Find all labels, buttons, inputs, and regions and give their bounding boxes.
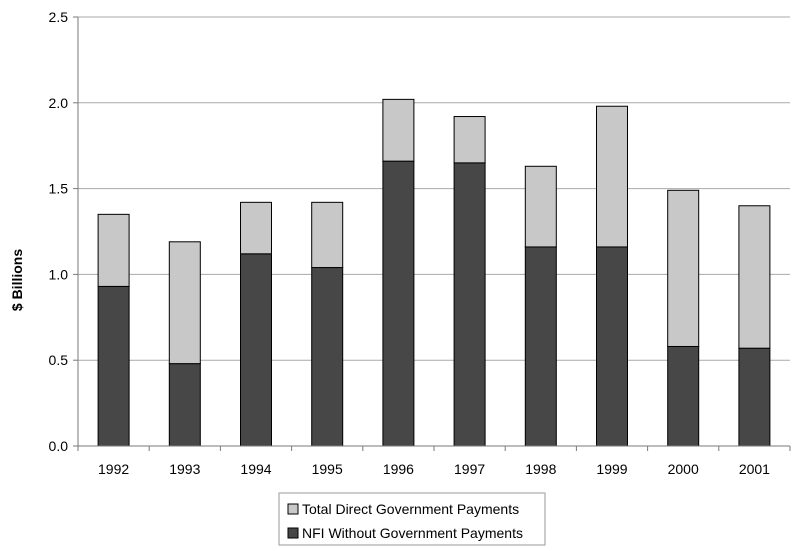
legend-box: [278, 492, 546, 546]
bar-segment: [524, 165, 557, 248]
bar-segment: [453, 116, 486, 164]
y-axis-label: $ Billions: [9, 249, 25, 311]
x-tick-label: 2000: [668, 461, 699, 477]
y-tick-label: 1.5: [49, 181, 69, 197]
legend: Total Direct Government Payments NFI With…: [278, 492, 546, 546]
legend-label: NFI Without Government Payments: [302, 525, 523, 541]
bar-segment: [524, 246, 557, 447]
axes: [73, 16, 791, 451]
legend-swatch: [287, 527, 299, 539]
bar-segment: [382, 98, 415, 162]
x-tick-label: 1999: [596, 461, 627, 477]
bar-segment: [97, 213, 130, 287]
bar-segment: [667, 345, 700, 447]
y-tick-label: 2.5: [49, 9, 69, 25]
bar-segment: [311, 201, 344, 269]
legend-label: Total Direct Government Payments: [302, 501, 519, 517]
x-tick-label: 1992: [98, 461, 129, 477]
legend-swatch: [287, 503, 299, 515]
bar-segment: [97, 285, 130, 447]
bar-segment: [738, 347, 771, 447]
tick-labels: 0.0 0.5 1.0 1.5 2.0 2.5 1992 1993 1994 1995 1996 19…: [49, 9, 771, 477]
y-tick-label: 1.0: [49, 266, 69, 282]
bar-segment: [738, 205, 771, 349]
bar-segment: [596, 105, 628, 248]
bar-segment: [382, 160, 415, 447]
x-tick-label: 1993: [169, 461, 200, 477]
bar-segment: [168, 241, 201, 365]
y-tick-label: 2.0: [49, 95, 69, 111]
y-tick-label: 0.5: [49, 352, 69, 368]
bar-segment: [311, 267, 344, 447]
bar-segment: [240, 253, 272, 447]
bar-segment: [667, 189, 700, 347]
bars: [97, 98, 771, 447]
y-tick-label: 0.0: [49, 438, 69, 454]
x-tick-label: 1997: [454, 461, 485, 477]
bar-segment: [453, 162, 486, 447]
x-tick-label: 1996: [383, 461, 414, 477]
bar-segment: [168, 363, 201, 447]
x-tick-label: 1995: [312, 461, 343, 477]
x-tick-label: 2001: [739, 461, 770, 477]
x-tick-label: 1998: [525, 461, 556, 477]
bar-segment: [240, 201, 272, 255]
x-tick-label: 1994: [240, 461, 271, 477]
bar-segment: [596, 246, 628, 447]
